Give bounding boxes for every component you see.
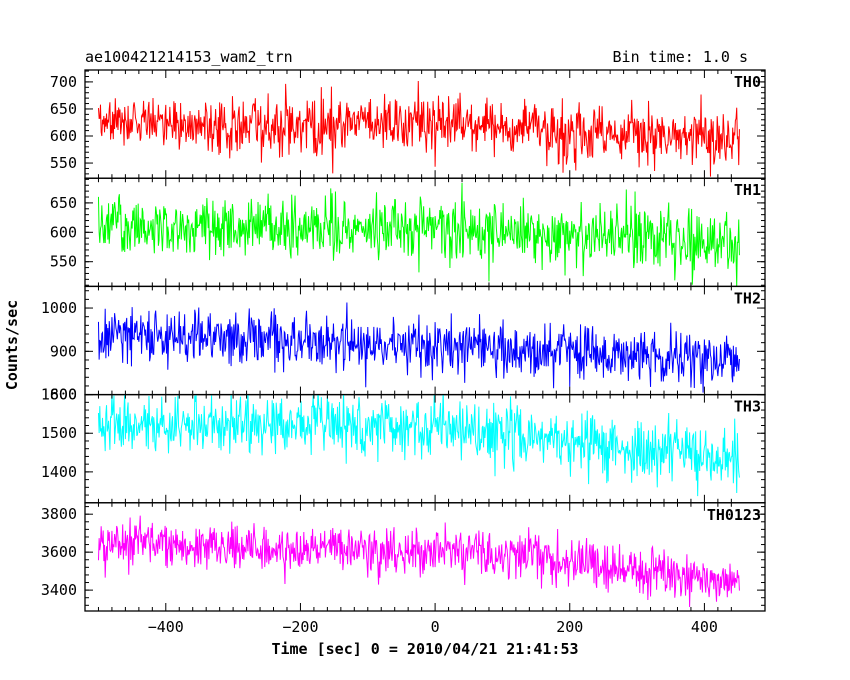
panel-th0123: 3400 3600 3800 TH0123 [41, 502, 766, 612]
panel-th0: 550 600 650 700 TH0 [50, 69, 766, 179]
y-tick-label: 3400 [41, 581, 77, 599]
y-tick-label: 1500 [41, 424, 77, 442]
series-line-th1 [97, 183, 740, 287]
y-tick-label: 900 [50, 342, 77, 360]
panel-label-th0: TH0 [734, 73, 761, 91]
panel-label-th0123: TH0123 [707, 506, 761, 524]
y-tick-label: 600 [50, 127, 77, 145]
chart-title-bin-time: Bin time: 1.0 s [613, 48, 748, 66]
x-tick-label: 400 [691, 618, 718, 636]
series-line-th0 [97, 81, 740, 177]
series-line-th0123 [97, 515, 740, 607]
x-tick-label: −400 [148, 618, 184, 636]
y-tick-label: 650 [50, 194, 77, 212]
x-tick-label: −200 [282, 618, 318, 636]
panel-th2: 800 900 1000 TH2 [41, 285, 766, 404]
x-tick-label: 0 [431, 618, 440, 636]
y-tick-label: 550 [50, 253, 77, 271]
y-tick-label: 3600 [41, 543, 77, 561]
chart-title-left: ae100421214153_wam2_trn [85, 48, 293, 66]
x-tick-label: 200 [556, 618, 583, 636]
panel-label-th1: TH1 [734, 181, 761, 199]
x-axis-label: Time [sec] 0 = 2010/04/21 21:41:53 [271, 640, 578, 658]
panel-th3: 1400 1500 1600 TH3 [41, 386, 766, 504]
panels-group: 550 600 650 700 TH0 550 600 650 TH1 800 900 1000 TH2… [41, 69, 766, 612]
y-tick-label: 700 [50, 73, 77, 91]
panel-label-th2: TH2 [734, 289, 761, 307]
series-line-th2 [97, 302, 740, 393]
panel-frame [84, 502, 766, 612]
y-tick-label: 800 [50, 386, 77, 404]
y-tick-label: 1600 [41, 386, 77, 404]
y-tick-label: 1400 [41, 463, 77, 481]
panel-label-th3: TH3 [734, 398, 761, 416]
y-tick-label: 3800 [41, 505, 77, 523]
y-tick-label: 650 [50, 100, 77, 118]
y-tick-label: 550 [50, 154, 77, 172]
panel-th1: 550 600 650 TH1 [50, 177, 766, 288]
x-axis: −400 −200 0 200 400 [148, 618, 718, 636]
y-tick-label: 1000 [41, 299, 77, 317]
y-tick-label: 600 [50, 223, 77, 241]
series-line-th3 [97, 394, 740, 497]
y-axis-label: Counts/sec [3, 300, 21, 390]
